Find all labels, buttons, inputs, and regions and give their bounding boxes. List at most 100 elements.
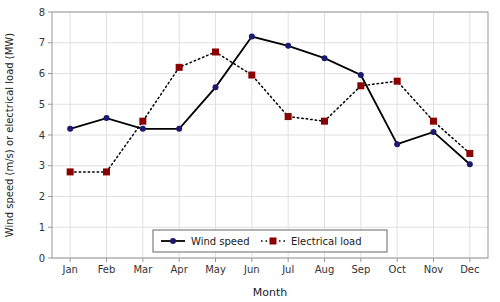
point [285,113,292,120]
point [466,150,473,157]
point [357,82,364,89]
tick-label: 0 [39,253,45,264]
tick-mark [70,258,71,262]
grid-line [288,12,289,258]
point [431,129,437,135]
grid-line [106,12,107,258]
chart: 0 1 2 3 4 5 6 7 8 Jan Feb Mar Apr May Jun Jul Aug Sep Oct N… [0,0,500,302]
point [285,43,291,49]
tick-label: Jan [61,264,77,275]
tick-mark [48,196,52,197]
x-axis: Jan Feb Mar Apr May Jun Jul Aug Sep Oct Nov Dec [61,258,479,275]
tick-label: Feb [98,264,116,275]
point [104,115,110,121]
grid-line [397,12,398,258]
point [139,118,146,125]
legend: Wind speed Electrical load [153,230,387,252]
tick-label: 3 [39,160,45,171]
grid-line [52,227,488,228]
tick-mark [360,258,361,262]
grid-line [70,12,71,258]
tick-mark [48,258,52,259]
tick-mark [215,258,216,262]
point [140,126,146,132]
tick-mark [48,135,52,136]
tick-label: 5 [39,99,45,110]
tick-mark [48,104,52,105]
tick-mark [142,258,143,262]
tick-label: May [205,264,226,275]
tick-mark [179,258,180,262]
series-line [70,52,470,172]
tick-mark [48,227,52,228]
point [467,161,473,167]
tick-label: Jul [281,264,294,275]
point [248,72,255,79]
point [67,168,74,175]
tick-mark [48,165,52,166]
plot-frame [52,12,488,258]
tick-label: Mar [133,264,153,275]
grid-line [360,12,361,258]
legend-marker [270,238,277,245]
tick-mark [251,258,252,262]
tick-mark [48,42,52,43]
tick-label: Oct [389,264,406,275]
grid-line [52,73,488,74]
point [176,126,182,132]
tick-mark [288,258,289,262]
tick-label: 7 [39,37,45,48]
legend-marker [170,238,176,244]
point [67,126,73,132]
legend-box [153,230,387,252]
tick-mark [48,73,52,74]
legend-label: Electrical load [291,236,362,247]
series [67,48,474,175]
point [176,64,183,71]
tick-label: Nov [424,264,444,275]
tick-mark [469,258,470,262]
series [67,34,473,168]
grid-line [433,12,434,258]
grid-line [52,42,488,43]
tick-label: Aug [315,264,335,275]
tick-mark [433,258,434,262]
tick-mark [397,258,398,262]
tick-label: 4 [39,130,45,141]
tick-label: Apr [171,264,189,275]
point [394,141,400,147]
point [394,78,401,85]
plot-area [67,34,474,176]
point [249,34,255,40]
y-axis: 0 1 2 3 4 5 6 7 8 [39,7,52,264]
grid-line [52,104,488,105]
point [213,84,219,90]
tick-label: Jun [243,264,260,275]
tick-label: 8 [39,7,45,18]
tick-label: Sep [351,264,370,275]
point [212,48,219,55]
tick-label: 2 [39,191,45,202]
grid-line [469,12,470,258]
legend-label: Wind speed [191,236,250,247]
point [103,168,110,175]
point [322,55,328,61]
tick-mark [48,12,52,13]
grid-line [324,12,325,258]
series-line [70,37,470,165]
grid-line [179,12,180,258]
point [358,72,364,78]
tick-label: Dec [460,264,479,275]
grid-line [52,165,488,166]
grid-line [251,12,252,258]
point [321,118,328,125]
y-axis-label: Wind speed (m/s) or electrical load (MW) [4,33,15,237]
tick-label: 1 [39,222,45,233]
tick-mark [106,258,107,262]
grid-line [52,196,488,197]
x-axis-label: Month [253,286,288,299]
point [430,118,437,125]
tick-mark [324,258,325,262]
grid-line [142,12,143,258]
tick-label: 6 [39,68,45,79]
